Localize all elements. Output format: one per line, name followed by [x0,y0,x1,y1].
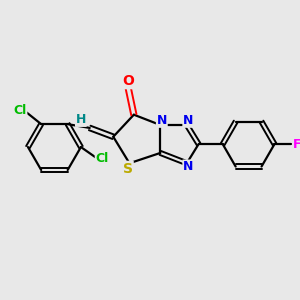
Text: N: N [157,114,167,127]
Text: O: O [122,74,134,88]
Text: Cl: Cl [14,103,27,116]
Text: Cl: Cl [95,152,109,165]
Text: F: F [293,138,300,151]
Text: N: N [183,114,194,127]
Text: N: N [183,160,194,173]
Text: S: S [123,161,133,176]
Text: H: H [76,113,86,126]
